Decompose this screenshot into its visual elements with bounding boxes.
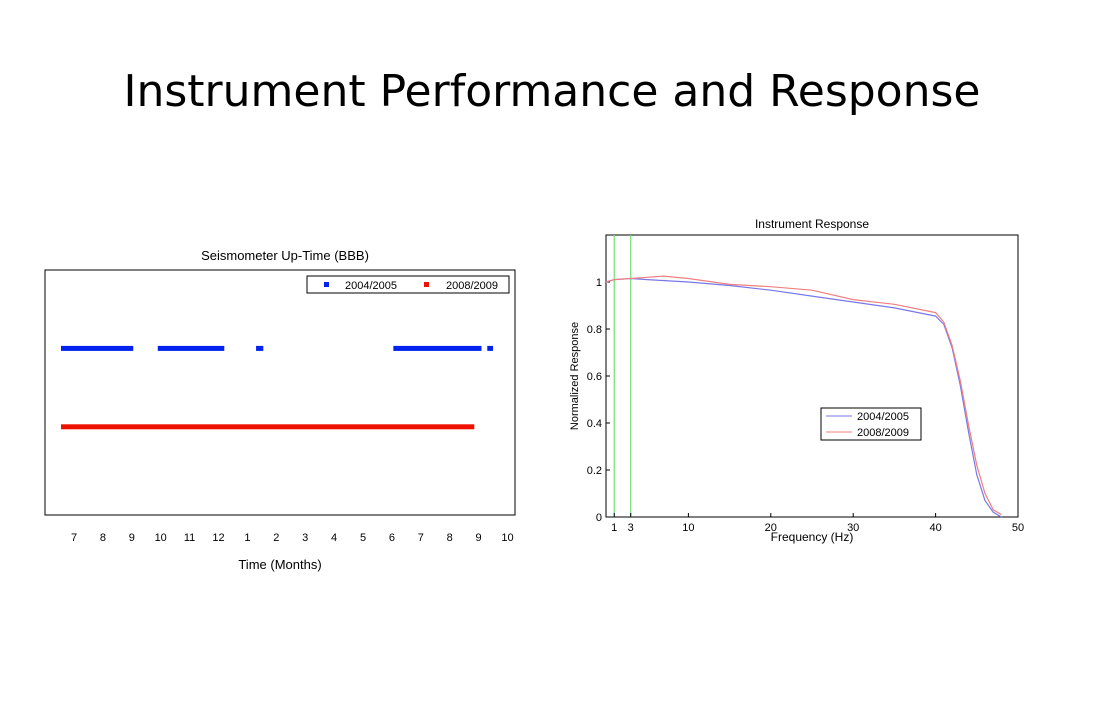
x-tick-label: 10 — [501, 532, 513, 544]
legend: 2004/2005 2008/2009 — [306, 275, 510, 294]
x-tick-label: 10 — [155, 532, 167, 544]
x-tick-label: 6 — [389, 532, 395, 544]
uptime-segment-2004-2005 — [487, 345, 494, 351]
x-axis-label: Time (Months) — [238, 557, 321, 572]
x-tick-label: 9 — [476, 532, 482, 544]
x-tick-label: 1 — [244, 532, 250, 544]
legend-swatch-2004-2005 — [324, 282, 329, 287]
uptime-segment-2008-2009 — [60, 424, 475, 430]
x-tick-label: 4 — [331, 532, 337, 544]
x-tick-label: 2 — [273, 532, 279, 544]
uptime-segment-2004-2005 — [256, 345, 264, 351]
legend-label-2008-2009: 2008/2009 — [446, 280, 498, 292]
x-tick-label: 8 — [100, 532, 106, 544]
chart-title: Seismometer Up-Time (BBB) — [201, 248, 369, 263]
uptime-segment-2004-2005 — [393, 345, 482, 351]
x-tick-label: 12 — [212, 532, 224, 544]
legend-label-2004-2005: 2004/2005 — [345, 280, 397, 292]
x-tick-label: 3 — [302, 532, 308, 544]
uptime-segment-2004-2005 — [60, 345, 134, 351]
plot-area — [44, 269, 516, 516]
x-tick-label: 11 — [184, 532, 195, 544]
x-tick-label: 7 — [418, 532, 424, 544]
slide-title: Instrument Performance and Response — [123, 66, 981, 117]
x-tick-label: 7 — [71, 532, 77, 544]
legend-swatch-2008-2009 — [424, 282, 429, 287]
uptime-segment-2004-2005 — [157, 345, 225, 351]
x-tick-label: 8 — [447, 532, 453, 544]
x-tick-label: 5 — [360, 532, 366, 544]
x-tick-label: 9 — [129, 532, 135, 544]
